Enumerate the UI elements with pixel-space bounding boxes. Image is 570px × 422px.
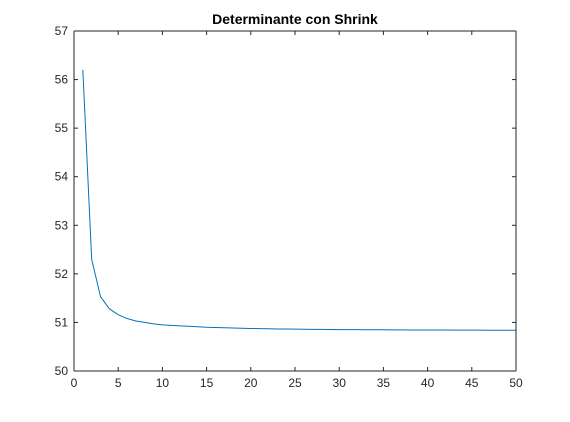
x-tick-label: 25 (288, 376, 302, 390)
y-tick-label: 57 (55, 24, 69, 38)
x-tick-label: 30 (333, 376, 347, 390)
y-tick-label: 53 (55, 218, 69, 232)
x-tick-label: 15 (200, 376, 214, 390)
chart-title: Determinante con Shrink (212, 11, 378, 27)
x-tick-label: 35 (377, 376, 391, 390)
x-tick-label: 45 (465, 376, 479, 390)
x-tick-label: 50 (509, 376, 523, 390)
x-tick-label: 20 (244, 376, 258, 390)
plot-area (74, 31, 516, 371)
y-tick-label: 55 (55, 121, 69, 135)
axes-layer: 0 5 10 15 20 25 30 35 40 45 50 50 51 52 53 54 55 56 57 (55, 24, 523, 390)
y-tick-label: 56 (55, 73, 69, 87)
x-tick-label: 40 (421, 376, 435, 390)
y-tick-label: 54 (55, 170, 69, 184)
series-layer (82, 69, 517, 331)
y-tick-label: 51 (55, 315, 69, 329)
y-tick-label: 50 (55, 364, 69, 378)
x-tick-label: 0 (71, 376, 78, 390)
series-line-1 (82, 69, 517, 331)
x-tick-label: 10 (156, 376, 170, 390)
y-tick-label: 52 (55, 267, 69, 281)
x-tick-label: 5 (115, 376, 122, 390)
